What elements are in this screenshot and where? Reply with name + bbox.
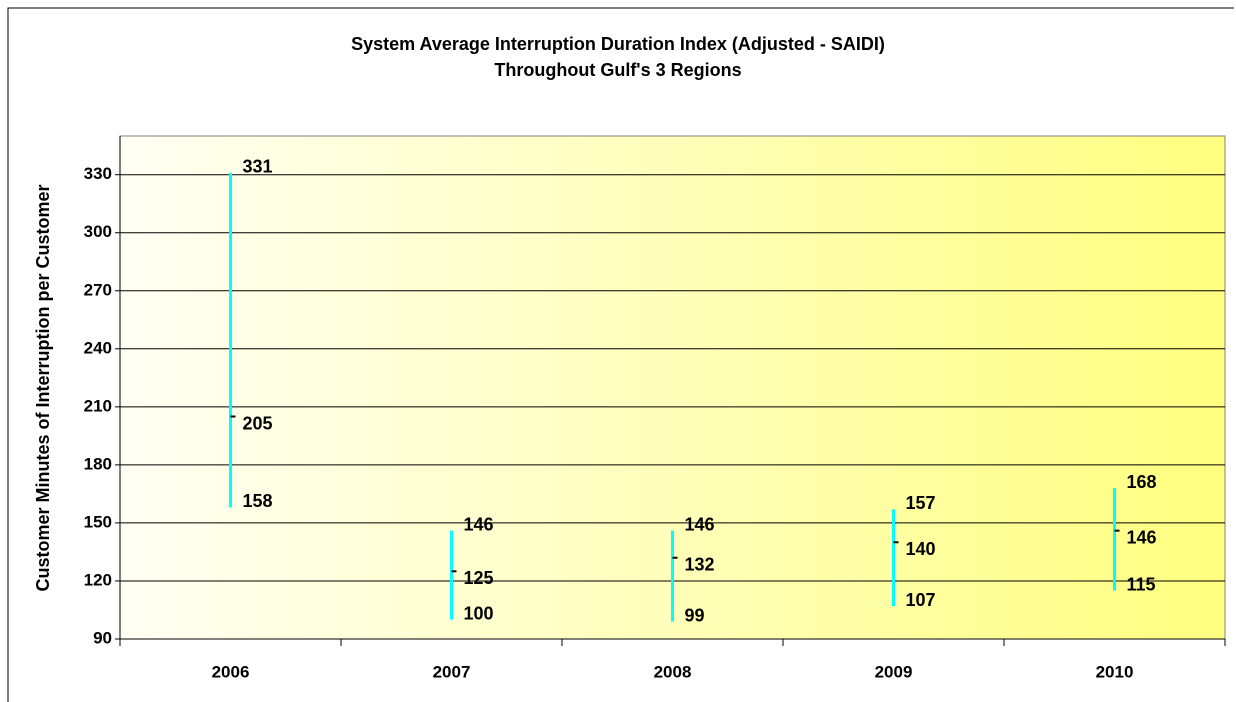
chart-border	[7, 7, 1234, 702]
y-tick-label: 90	[93, 628, 112, 647]
data-label: 146	[464, 514, 494, 534]
x-tick-label: 2006	[212, 662, 250, 681]
x-tick-label: 2010	[1096, 662, 1134, 681]
data-label: 158	[243, 491, 273, 511]
x-tick-label: 2007	[433, 662, 471, 681]
y-tick-label: 150	[84, 512, 112, 531]
y-axis-title: Customer Minutes of Interruption per Cus…	[33, 184, 53, 591]
y-tick-label: 300	[84, 222, 112, 241]
data-label: 146	[685, 514, 715, 534]
data-label: 107	[906, 590, 936, 610]
data-label: 168	[1127, 472, 1157, 492]
data-label: 146	[1127, 527, 1157, 547]
x-tick-label: 2009	[875, 662, 913, 681]
y-tick-label: 330	[84, 164, 112, 183]
data-label: 331	[243, 157, 273, 177]
y-tick-label: 180	[84, 454, 112, 473]
data-label: 205	[243, 413, 273, 433]
data-label: 132	[685, 554, 715, 574]
chart-title: System Average Interruption Duration Ind…	[351, 34, 885, 54]
chart-subtitle: Throughout Gulf's 3 Regions	[494, 60, 741, 80]
y-tick-label: 120	[84, 570, 112, 589]
data-label: 157	[906, 493, 936, 513]
data-label: 125	[464, 568, 494, 588]
data-label: 140	[906, 539, 936, 559]
y-tick-label: 240	[84, 338, 112, 357]
y-tick-label: 210	[84, 396, 112, 415]
data-label: 100	[464, 603, 494, 623]
data-label: 115	[1127, 574, 1156, 594]
y-tick-label: 270	[84, 280, 112, 299]
data-label: 99	[685, 605, 705, 625]
x-tick-label: 2008	[654, 662, 692, 681]
